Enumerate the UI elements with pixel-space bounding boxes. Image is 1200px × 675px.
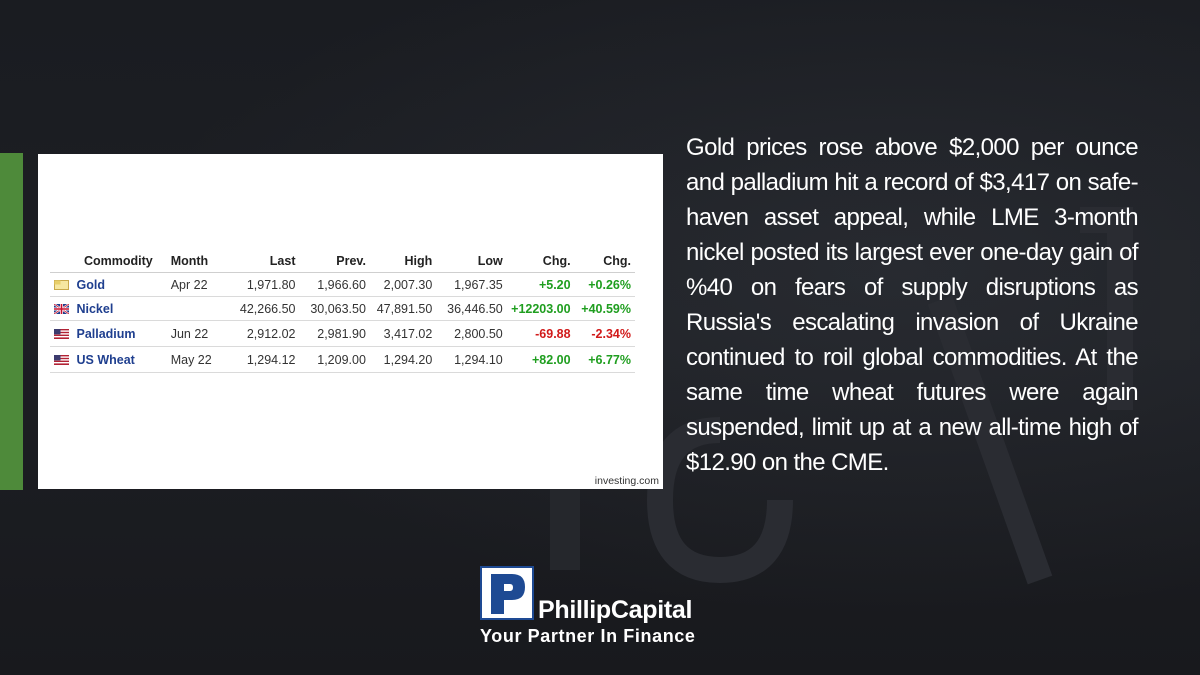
- commodity-cell: US Wheat: [50, 346, 167, 373]
- us-flag-icon: [54, 329, 69, 340]
- change-percent-cell: +0.26%: [574, 272, 635, 297]
- gold-flag-icon: [54, 280, 69, 291]
- month-cell: Apr 22: [166, 272, 226, 297]
- column-header-chg[interactable]: Chg.: [506, 250, 575, 273]
- brand-name: PhillipCapital: [538, 596, 693, 624]
- high-cell: 1,294.20: [369, 346, 437, 373]
- prev-cell: 2,981.90: [299, 320, 370, 347]
- last-cell: 1,971.80: [225, 272, 300, 297]
- accent-bar: [0, 153, 23, 490]
- prev-cell: 1,209.00: [299, 346, 370, 373]
- commodity-link-gold[interactable]: Gold: [76, 277, 105, 292]
- commodity-table-card: Commodity Month Last Prev. High Low Chg.…: [38, 154, 663, 489]
- low-cell: 2,800.50: [436, 320, 507, 347]
- table-row[interactable]: Nickel 42,266.50 30,063.50 47,891.50 36,…: [50, 296, 635, 321]
- table-header-row: Commodity Month Last Prev. High Low Chg.…: [50, 250, 635, 273]
- change-cell: +12203.00: [506, 296, 575, 321]
- month-cell: Jun 22: [166, 320, 226, 347]
- last-cell: 42,266.50: [225, 296, 300, 321]
- change-percent-cell: +40.59%: [574, 296, 635, 321]
- uk-flag-icon: [54, 304, 69, 315]
- source-watermark: investing.com: [594, 475, 659, 487]
- change-cell: -69.88: [506, 320, 575, 347]
- column-header-commodity[interactable]: Commodity: [50, 250, 167, 273]
- column-header-month[interactable]: Month: [166, 250, 226, 273]
- commodity-cell: Nickel: [50, 296, 167, 321]
- month-cell: May 22: [166, 346, 226, 373]
- low-cell: 1,294.10: [436, 346, 507, 373]
- commodity-link-us-wheat[interactable]: US Wheat: [76, 352, 135, 367]
- column-header-chg-pct[interactable]: Chg.: [574, 250, 635, 273]
- high-cell: 47,891.50: [369, 296, 437, 321]
- column-header-last[interactable]: Last: [225, 250, 300, 273]
- change-percent-cell: -2.34%: [574, 320, 635, 347]
- change-cell: +82.00: [506, 346, 575, 373]
- commodity-link-nickel[interactable]: Nickel: [76, 301, 114, 316]
- brand-tagline: Your Partner In Finance: [480, 626, 696, 646]
- commodity-link-palladium[interactable]: Palladium: [76, 326, 136, 341]
- high-cell: 3,417.02: [369, 320, 437, 347]
- prev-cell: 1,966.60: [299, 272, 370, 297]
- table-row[interactable]: US Wheat May 22 1,294.12 1,209.00 1,294.…: [50, 346, 635, 373]
- high-cell: 2,007.30: [369, 272, 437, 297]
- commodity-cell: Palladium: [50, 320, 167, 347]
- change-percent-cell: +6.77%: [574, 346, 635, 373]
- column-header-low[interactable]: Low: [436, 250, 507, 273]
- article-paragraph: Gold prices rose above $2,000 per ounce …: [686, 134, 1139, 476]
- commodity-cell: Gold: [50, 272, 167, 297]
- last-cell: 2,912.02: [225, 320, 300, 347]
- last-cell: 1,294.12: [225, 346, 300, 373]
- brand-logo: PhillipCapital Your Partner In Finance: [480, 566, 730, 656]
- month-cell: [166, 296, 226, 321]
- table-row[interactable]: Palladium Jun 22 2,912.02 2,981.90 3,417…: [50, 320, 635, 347]
- low-cell: 36,446.50: [436, 296, 507, 321]
- change-cell: +5.20: [506, 272, 575, 297]
- prev-cell: 30,063.50: [299, 296, 370, 321]
- column-header-prev[interactable]: Prev.: [299, 250, 370, 273]
- commodity-quotes-table: Commodity Month Last Prev. High Low Chg.…: [50, 250, 635, 373]
- phillip-logo-icon: [480, 566, 534, 620]
- us-flag-icon: [54, 355, 69, 366]
- low-cell: 1,967.35: [436, 272, 507, 297]
- table-row[interactable]: Gold Apr 22 1,971.80 1,966.60 2,007.30 1…: [50, 272, 635, 297]
- column-header-high[interactable]: High: [369, 250, 437, 273]
